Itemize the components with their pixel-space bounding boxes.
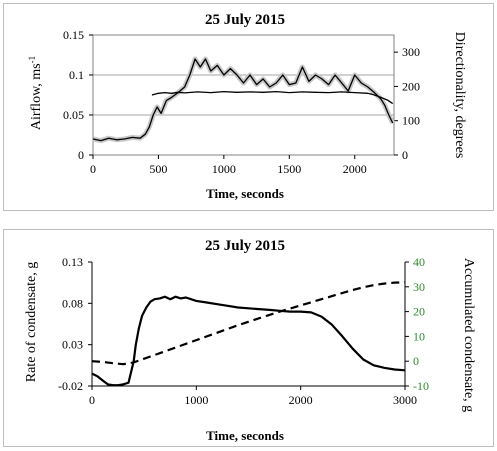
chart2-y2-axis-label: Accumulated condensate, g (461, 258, 476, 412)
chart2-y-tick-label: 0.13 (62, 255, 83, 269)
chart2-y2-tick-label: 10 (413, 329, 425, 343)
chart2-y2-tick-label: 0 (413, 354, 419, 368)
chart1-y-axis-label: Airflow, ms-1 (27, 56, 44, 130)
chart2-y2-tick-label: 20 (413, 305, 425, 319)
chart2-x-tick-label: 2000 (289, 393, 313, 407)
chart1-plot-frame (92, 34, 395, 156)
chart2-x-tick-label: 1000 (184, 393, 208, 407)
chart1-y2-tick-label: 0 (402, 148, 408, 162)
chart2-title: 25 July 2015 (205, 238, 285, 254)
chart1-y-axis-label-text: Airflow, ms (29, 63, 44, 130)
chart1-x-tick-label: 1000 (212, 162, 236, 176)
chart2-y2-tick-label: 40 (413, 255, 425, 269)
chart2-x-tick-label: 3000 (393, 393, 417, 407)
chart2-series-2-line (91, 281, 406, 366)
chart2-series-1-line (91, 295, 406, 387)
chart1-series-1-line (92, 58, 394, 142)
chart-panel-condensate (3, 229, 494, 447)
chart2-y-tick-label: 0.08 (62, 296, 83, 310)
chart1-y-axis-label-superscript: -1 (27, 56, 37, 64)
chart1-title: 25 July 2015 (205, 12, 285, 28)
chart1-y-tick-label: 0.05 (63, 108, 84, 122)
chart1-y2-tick-label: 300 (402, 45, 420, 59)
chart1-y-tick-label: 0 (78, 148, 84, 162)
chart1-y-tick-label: 0.1 (69, 68, 84, 82)
chart2-y2-tick-label: 30 (413, 280, 425, 294)
chart1-y2-tick-label: 200 (402, 79, 420, 93)
chart1-y-tick-label: 0.15 (63, 28, 84, 42)
chart1-x-tick-label: 500 (149, 162, 167, 176)
chart2-y-tick-label: 0.03 (62, 338, 83, 352)
chart2-x-axis-label: Time, seconds (206, 428, 284, 443)
chart2-x-tick-label: 0 (89, 393, 95, 407)
chart1-y2-tick-label: 100 (402, 114, 420, 128)
chart2-y2-tick-label: -10 (413, 379, 429, 393)
chart1-series-2-line (151, 90, 394, 105)
chart1-x-tick-label: 1500 (277, 162, 301, 176)
chart2-y-tick-label: -0.02 (58, 379, 83, 393)
chart1-series-band (92, 56, 395, 144)
chart1-y2-axis-label: Directionality, degrees (452, 32, 467, 159)
chart2-y-axis-label: Rate of condensate, g (24, 262, 39, 383)
chart1-x-axis-label: Time, seconds (206, 186, 284, 201)
chart-panel-airflow (3, 3, 494, 211)
chart1-x-tick-label: 2000 (343, 162, 367, 176)
chart1-x-tick-label: 0 (90, 162, 96, 176)
